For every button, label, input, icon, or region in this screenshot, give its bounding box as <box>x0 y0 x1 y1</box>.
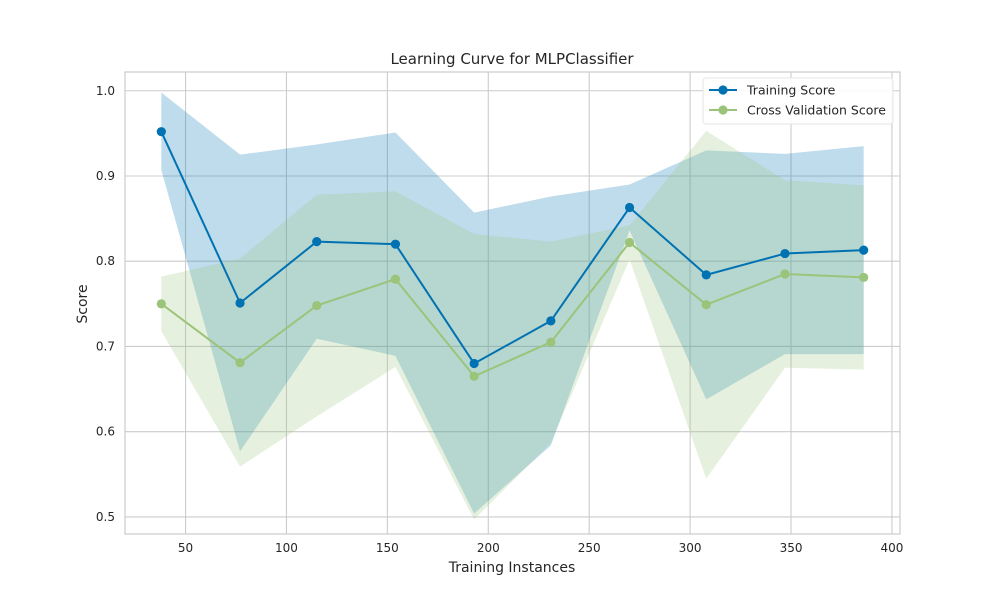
legend: Training Score Cross Validation Score <box>702 77 894 125</box>
x-tick-label: 250 <box>578 541 601 555</box>
data-point-series-0 <box>390 239 401 249</box>
plot-area: 50 100 150 200 250 300 350 400 0.5 0.6 0.7 0.8 0.9 1.… <box>96 71 903 555</box>
data-point-series-1 <box>701 300 711 310</box>
confidence-band-series-1 <box>161 130 864 520</box>
data-point-series-0 <box>235 298 245 308</box>
data-point-series-0 <box>312 237 322 247</box>
chart-title: Learning Curve for MLPClassifier <box>390 50 634 68</box>
data-point-series-1 <box>235 358 245 368</box>
data-point-series-1 <box>469 371 479 381</box>
data-point-series-0 <box>780 248 790 259</box>
data-point-series-0 <box>624 202 635 213</box>
x-tick-label: 150 <box>376 541 399 555</box>
y-tick-label: 0.6 <box>96 425 115 439</box>
legend-marker-series-1 <box>718 105 728 115</box>
y-tick-label: 0.5 <box>96 510 115 524</box>
data-point-series-0 <box>701 270 711 280</box>
plot-background <box>125 72 900 534</box>
y-tick-label: 1.0 <box>96 84 115 98</box>
data-point-series-0 <box>469 358 479 369</box>
data-point-series-0 <box>546 316 556 326</box>
y-tick-label: 0.8 <box>96 254 115 268</box>
data-point-series-1 <box>780 269 790 279</box>
legend-label-series-0: Training Score <box>746 83 836 98</box>
legend-label-series-1: Cross Validation Score <box>747 103 886 118</box>
series-line-1 <box>160 241 864 378</box>
x-tick-label: 300 <box>679 541 702 555</box>
confidence-band-series-0 <box>161 92 864 514</box>
series-line-0 <box>160 131 864 365</box>
data-point-series-1 <box>156 299 166 309</box>
y-tick-label: 0.7 <box>96 339 115 353</box>
data-point-series-0 <box>859 245 869 255</box>
data-point-series-0 <box>156 127 166 137</box>
x-tick-label: 200 <box>477 541 500 555</box>
data-point-series-1 <box>390 274 401 284</box>
plot-frame <box>124 71 901 535</box>
legend-marker-series-0 <box>718 85 728 95</box>
data-point-series-1 <box>546 337 556 347</box>
y-tick-label: 0.9 <box>96 169 115 183</box>
x-axis-title: Training Instances <box>448 560 576 576</box>
x-tick-label: 350 <box>780 541 803 555</box>
x-tick-label: 50 <box>178 541 193 555</box>
data-point-series-1 <box>859 272 869 283</box>
x-tick-label: 100 <box>275 541 298 555</box>
x-tick-label: 400 <box>880 541 903 555</box>
data-point-series-1 <box>312 300 322 311</box>
data-point-series-1 <box>624 237 635 248</box>
legend-box <box>702 77 894 125</box>
y-axis-title: Score <box>75 284 91 323</box>
